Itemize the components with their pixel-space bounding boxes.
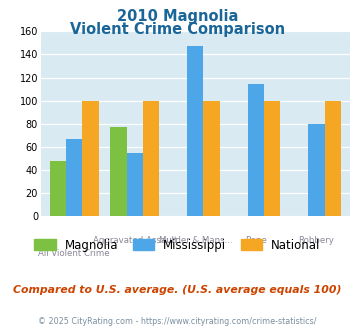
Bar [126,152,143,216]
Bar [143,101,159,216]
Text: All Violent Crime: All Violent Crime [38,249,110,258]
Bar [308,124,324,216]
Bar [203,101,220,216]
Bar [82,101,99,216]
Bar [187,47,203,216]
Text: Aggravated Assault: Aggravated Assault [93,236,177,245]
Text: Compared to U.S. average. (U.S. average equals 100): Compared to U.S. average. (U.S. average … [13,285,342,295]
Bar [50,161,66,216]
Bar [264,101,280,216]
Bar [66,139,82,216]
Text: Robbery: Robbery [299,236,334,245]
Bar [248,84,264,216]
Bar [324,101,341,216]
Bar [110,127,126,216]
Text: 2010 Magnolia: 2010 Magnolia [117,9,238,24]
Text: Rape: Rape [245,236,267,245]
Text: © 2025 CityRating.com - https://www.cityrating.com/crime-statistics/: © 2025 CityRating.com - https://www.city… [38,317,317,326]
Legend: Magnolia, Mississippi, National: Magnolia, Mississippi, National [29,234,326,256]
Text: Murder & Mans...: Murder & Mans... [158,236,232,245]
Text: Violent Crime Comparison: Violent Crime Comparison [70,22,285,37]
